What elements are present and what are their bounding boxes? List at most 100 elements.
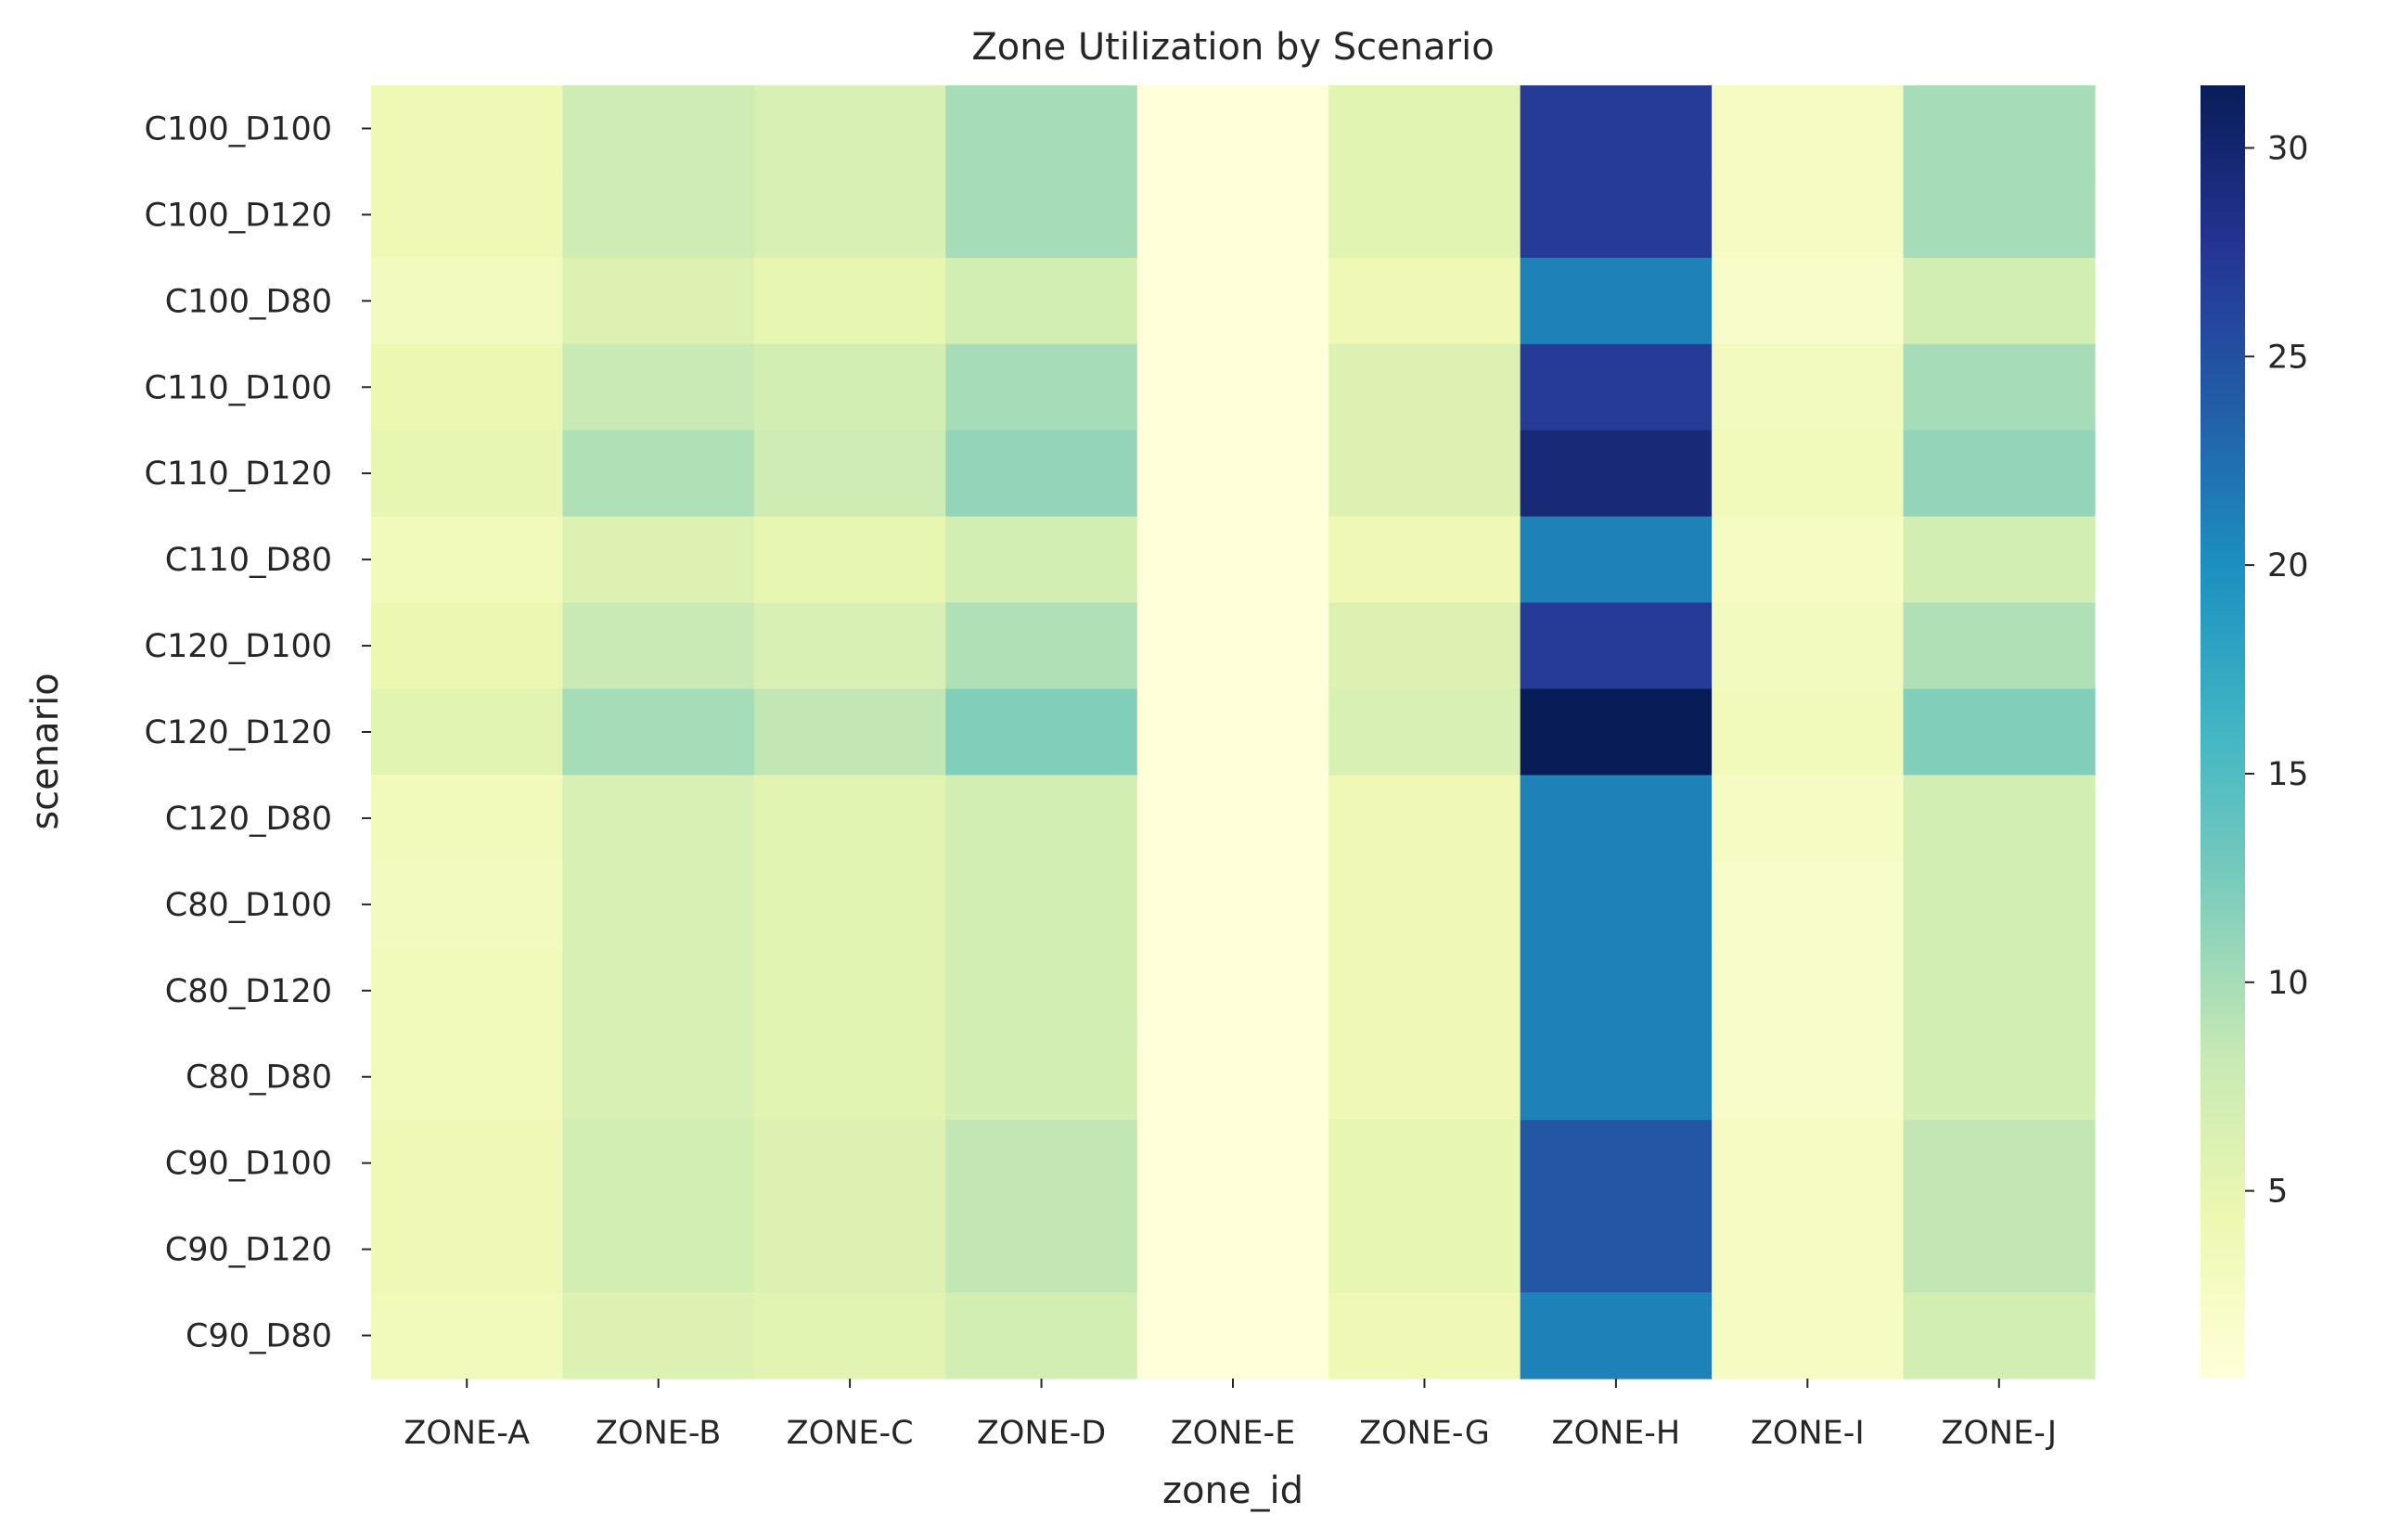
- y-tick-label: C120_D120: [145, 714, 333, 751]
- heatmap-cell: [1328, 171, 1521, 259]
- heatmap-cells: [371, 85, 2096, 1380]
- x-tick-label: ZONE-D: [977, 1415, 1106, 1452]
- x-tick-labels: ZONE-A ZONE-B ZONE-C ZONE-D ZONE-E ZONE-G ZONE…: [404, 1379, 2057, 1452]
- heatmap-cell: [1712, 1033, 1905, 1121]
- chart-title: Zone Utilization by Scenario: [971, 26, 1494, 69]
- heatmap-cell: [371, 1206, 564, 1293]
- heatmap-cell: [1328, 516, 1521, 604]
- heatmap-cell: [1712, 1120, 1905, 1207]
- y-tick-label: C110_D80: [165, 542, 332, 579]
- heatmap-cell: [371, 171, 564, 259]
- y-tick-label: C80_D80: [186, 1059, 332, 1097]
- heatmap-cell: [1520, 257, 1713, 345]
- heatmap-cell: [1520, 171, 1713, 259]
- colorbar-gradient: [2201, 85, 2245, 1379]
- heatmap-cell: [1136, 688, 1329, 776]
- x-tick-label: ZONE-B: [596, 1415, 721, 1452]
- heatmap-cell: [1328, 343, 1521, 431]
- heatmap-cell: [1520, 775, 1713, 862]
- heatmap-cell: [945, 257, 1138, 345]
- heatmap-cell: [1712, 688, 1905, 776]
- heatmap-cell: [1136, 861, 1329, 948]
- y-tick-label: C110_D120: [145, 456, 333, 493]
- y-tick-label: C90_D100: [165, 1146, 332, 1183]
- heatmap-cell: [1903, 688, 2096, 776]
- x-tick-label: ZONE-C: [787, 1415, 914, 1452]
- heatmap-cell: [562, 861, 755, 948]
- heatmap-cell: [1136, 516, 1329, 604]
- y-tick-label: C120_D80: [165, 801, 332, 838]
- colorbar-tick-label: 15: [2267, 756, 2309, 793]
- heatmap-cell: [1712, 343, 1905, 431]
- heatmap-cell: [1136, 430, 1329, 518]
- heatmap-cell: [371, 688, 564, 776]
- colorbar-tick-label: 30: [2267, 130, 2309, 167]
- heatmap-cell: [1520, 602, 1713, 690]
- heatmap-cell: [1903, 343, 2096, 431]
- heatmap-cell: [945, 602, 1138, 690]
- heatmap-cell: [945, 1292, 1138, 1380]
- heatmap-cell: [945, 171, 1138, 259]
- heatmap-cell: [371, 1033, 564, 1121]
- heatmap-cell: [1712, 947, 1905, 1034]
- heatmap-cell: [1136, 775, 1329, 862]
- heatmap-cell: [1328, 775, 1521, 862]
- heatmap-cell: [1328, 430, 1521, 518]
- heatmap-cell: [371, 947, 564, 1034]
- heatmap-cell: [1903, 85, 2096, 173]
- heatmap-cell: [753, 602, 946, 690]
- heatmap-cell: [1903, 947, 2096, 1034]
- heatmap-cell: [1712, 861, 1905, 948]
- heatmap-cell: [562, 1292, 755, 1380]
- heatmap-cell: [1520, 1120, 1713, 1207]
- heatmap-cell: [753, 257, 946, 345]
- heatmap-cell: [1136, 1292, 1329, 1380]
- heatmap-cell: [1903, 1120, 2096, 1207]
- heatmap-cell: [1136, 602, 1329, 690]
- x-tick-label: ZONE-A: [404, 1415, 530, 1452]
- heatmap-cell: [1328, 85, 1521, 173]
- heatmap-cell: [753, 1292, 946, 1380]
- heatmap-cell: [1328, 947, 1521, 1034]
- heatmap-cell: [371, 861, 564, 948]
- heatmap-cell: [1712, 1206, 1905, 1293]
- heatmap-cell: [371, 85, 564, 173]
- heatmap-cell: [562, 171, 755, 259]
- heatmap-cell: [1136, 85, 1329, 173]
- heatmap-cell: [562, 602, 755, 690]
- heatmap-cell: [562, 947, 755, 1034]
- heatmap-cell: [371, 602, 564, 690]
- heatmap-cell: [1520, 947, 1713, 1034]
- heatmap-cell: [753, 1120, 946, 1207]
- colorbar-tick-label: 25: [2267, 339, 2309, 376]
- y-axis-label: scenario: [24, 673, 67, 829]
- heatmap-cell: [1903, 861, 2096, 948]
- heatmap-cell: [562, 1120, 755, 1207]
- y-tick-label: C90_D80: [186, 1318, 332, 1355]
- heatmap-cell: [371, 257, 564, 345]
- heatmap-cell: [753, 688, 946, 776]
- heatmap-cell: [1520, 1206, 1713, 1293]
- heatmap-cell: [371, 343, 564, 431]
- heatmap-cell: [1328, 688, 1521, 776]
- heatmap-cell: [1136, 343, 1329, 431]
- y-tick-label: C80_D120: [165, 973, 332, 1010]
- heatmap-cell: [1136, 171, 1329, 259]
- y-tick-label: C110_D100: [145, 369, 333, 406]
- y-tick-label: C120_D100: [145, 628, 333, 665]
- heatmap-cell: [371, 1120, 564, 1207]
- colorbar: 5 10 15 20 25 30: [2201, 85, 2309, 1379]
- heatmap-cell: [1903, 257, 2096, 345]
- heatmap-cell: [562, 85, 755, 173]
- heatmap-cell: [945, 516, 1138, 604]
- heatmap-cell: [945, 85, 1138, 173]
- heatmap-cell: [1520, 85, 1713, 173]
- heatmap-cell: [1712, 602, 1905, 690]
- y-tick-label: C100_D120: [145, 197, 333, 234]
- y-tick-labels: C100_D100 C100_D120 C100_D80 C110_D100 C110_…: [145, 110, 371, 1355]
- heatmap-cell: [1520, 1033, 1713, 1121]
- heatmap-cell: [562, 1206, 755, 1293]
- heatmap-cell: [562, 257, 755, 345]
- heatmap-cell: [1903, 171, 2096, 259]
